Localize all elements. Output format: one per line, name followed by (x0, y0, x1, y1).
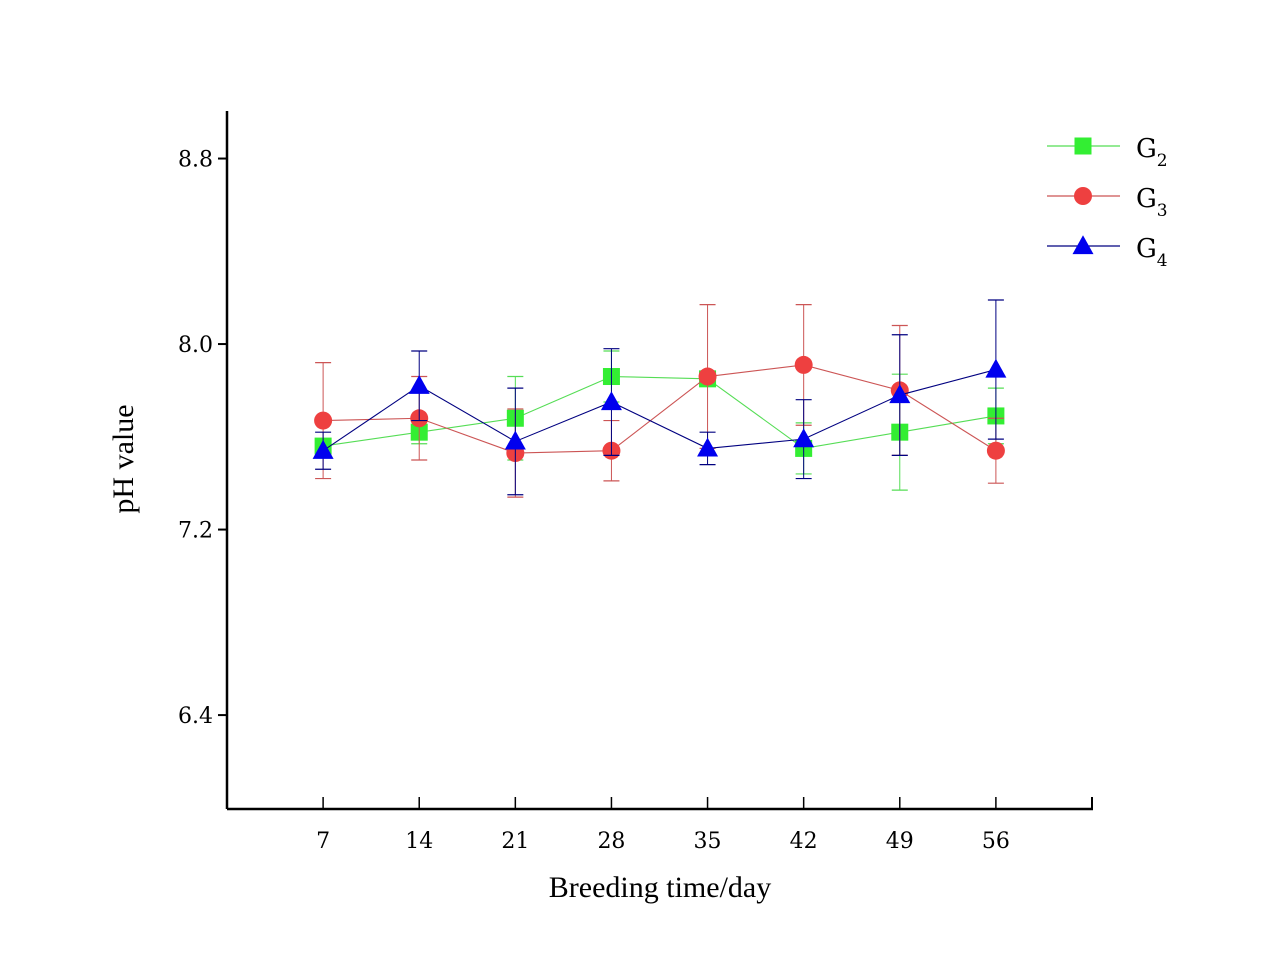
data-point-g3 (986, 441, 1005, 460)
x-tick-label: 21 (501, 829, 529, 854)
legend-marker (1074, 187, 1092, 205)
legend-item-g3: G3 (1047, 184, 1168, 221)
data-point-g4 (312, 439, 334, 459)
y-tick-label: 6.4 (178, 704, 213, 729)
series-g4 (312, 299, 1007, 496)
x-ticks: 7 14 21 28 35 42 49 56 (316, 797, 1010, 854)
data-point-g4 (504, 430, 526, 450)
data-point-g4 (697, 437, 719, 457)
data-point-g4 (985, 358, 1007, 378)
legend-label-subscript: 2 (1157, 151, 1168, 171)
x-tick-label: 42 (790, 829, 818, 854)
legend-label: G4 (1136, 234, 1168, 271)
series-layer (312, 299, 1007, 498)
legend-label-base: G (1136, 184, 1157, 214)
legend-item-g4: G4 (1047, 234, 1168, 271)
x-tick-label: 56 (982, 829, 1010, 854)
x-tick-label: 49 (886, 829, 914, 854)
series-line (322, 369, 997, 452)
data-point-g4 (793, 428, 815, 448)
legend-label: G2 (1136, 134, 1168, 171)
y-tick-label: 8.0 (178, 333, 213, 358)
x-tick-label: 35 (694, 829, 722, 854)
axes (225, 111, 1093, 811)
y-axis-title: pH value (107, 404, 140, 513)
legend-label: G3 (1136, 184, 1168, 221)
data-point-g3 (794, 355, 813, 374)
legend-item-g2: G2 (1047, 134, 1168, 171)
data-point-g3 (314, 411, 333, 430)
y-ticks: 6.4 7.2 8.0 8.8 (178, 148, 227, 729)
x-tick-label: 28 (597, 829, 625, 854)
x-tick-label: 7 (316, 829, 330, 854)
legend-label-base: G (1136, 234, 1157, 264)
legend-label-base: G (1136, 134, 1157, 164)
series-line (323, 364, 997, 454)
legend-label-subscript: 4 (1157, 251, 1168, 271)
series-line (323, 375, 996, 449)
data-point-g3 (698, 367, 717, 386)
data-point-g4 (408, 374, 430, 394)
legend-marker (1074, 137, 1092, 155)
x-axis-title: Breeding time/day (549, 871, 771, 904)
y-tick-label: 8.8 (178, 148, 213, 173)
data-point-g4 (889, 384, 911, 404)
x-tick-label: 14 (405, 829, 433, 854)
legend-label-subscript: 3 (1157, 201, 1168, 221)
data-point-g4 (600, 391, 622, 411)
legend-marker (1072, 235, 1094, 255)
y-tick-label: 7.2 (178, 519, 213, 544)
